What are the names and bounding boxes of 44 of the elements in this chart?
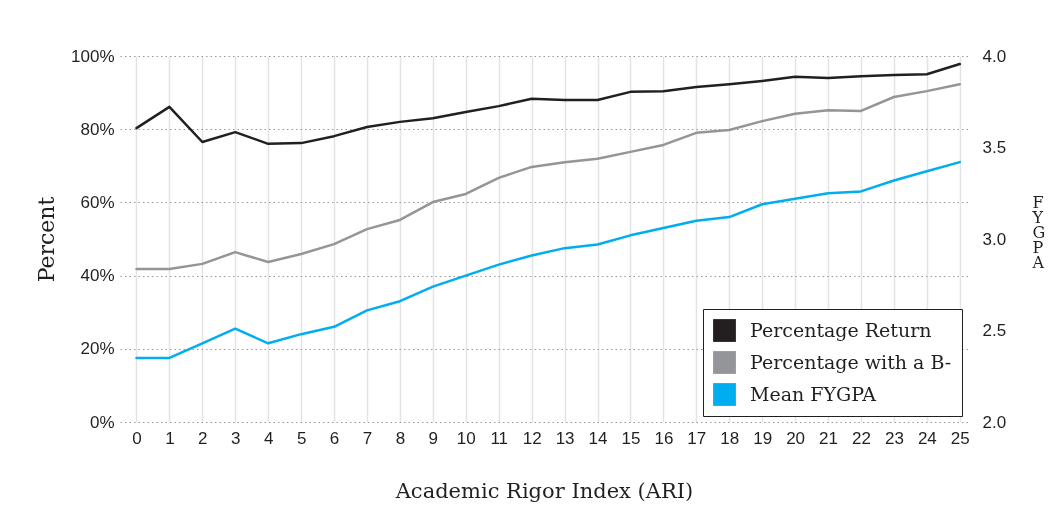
y-tick-label: 60% — [80, 192, 115, 212]
x-tick-label: 13 — [555, 428, 575, 448]
x-tick-label: 23 — [884, 428, 904, 448]
y-tick-label: 100% — [71, 46, 115, 66]
x-tick-label: 20 — [786, 428, 806, 448]
legend-label: Percentage with a B- — [750, 350, 952, 373]
x-tick-label: 7 — [362, 428, 373, 448]
x-axis-title: Academic Rigor Index (ARI) — [394, 478, 694, 503]
x-tick-label: 22 — [852, 428, 871, 448]
line-series — [135, 62, 962, 146]
y-tick-label: 40% — [80, 266, 115, 286]
x-tick-label: 6 — [329, 428, 340, 448]
x-tick-label: 10 — [456, 428, 476, 448]
x-tick-label: 21 — [819, 428, 838, 448]
y2-tick-label: 3.0 — [982, 229, 1007, 249]
x-tick-label: 1 — [165, 428, 175, 448]
x-tick-label: 15 — [621, 428, 641, 448]
x-tick-label: 18 — [720, 428, 740, 448]
x-tick-label: 17 — [687, 428, 707, 448]
y2-tick-label: 4.0 — [982, 46, 1007, 66]
y2-tick-label: 2.0 — [982, 412, 1007, 432]
y-tick-label: 0% — [89, 412, 115, 432]
y2-tick-label: 3.5 — [982, 138, 1007, 157]
x-tick-label: 8 — [395, 428, 406, 448]
x-tick-label: 0 — [132, 428, 142, 448]
x-tick-label: 9 — [428, 428, 439, 448]
x-tick-label: 11 — [490, 428, 509, 448]
x-tick-label: 3 — [231, 428, 241, 448]
legend-label: Percentage Return — [750, 318, 932, 341]
x-tick-label: 25 — [950, 428, 970, 448]
y-axis-title: Percent — [34, 196, 60, 283]
x-tick-label: 12 — [522, 428, 542, 448]
y-tick-label: 20% — [80, 339, 115, 359]
x-tick-label: 4 — [263, 428, 274, 448]
y2-axis-title: FYGPA — [1031, 192, 1046, 272]
x-tick-label: 16 — [654, 428, 674, 448]
legend-label: Mean FYGPA — [750, 382, 877, 405]
x-tick-label: 5 — [296, 428, 307, 448]
y2-tick-label: 2.5 — [982, 321, 1007, 340]
y-tick-label: 80% — [80, 119, 115, 139]
x-tick-label: 14 — [588, 428, 608, 448]
x-tick-label: 2 — [198, 428, 208, 448]
x-tick-label: 19 — [753, 428, 773, 448]
x-tick-label: 24 — [917, 428, 937, 448]
